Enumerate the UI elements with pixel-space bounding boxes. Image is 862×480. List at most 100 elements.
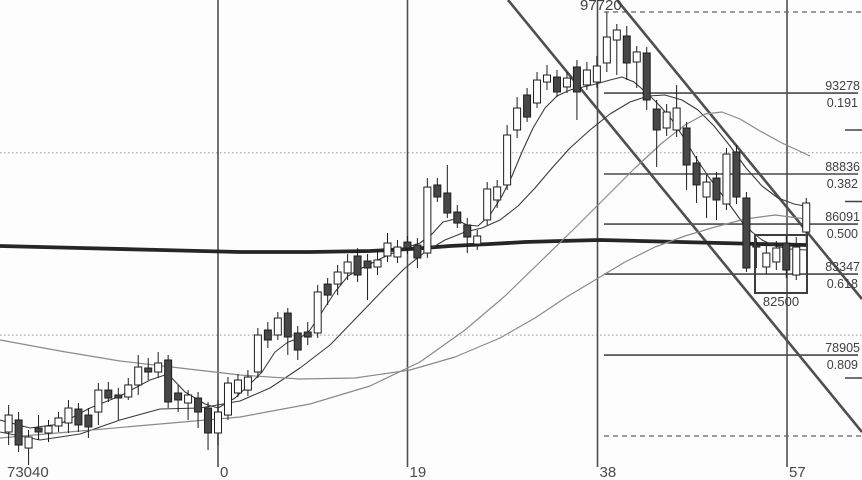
candle-bearish	[363, 260, 372, 269]
candle-bearish	[652, 108, 661, 131]
candle-bullish	[612, 29, 621, 41]
candle-bearish	[463, 224, 472, 238]
candle-bearish	[323, 283, 332, 296]
candle-bullish	[373, 259, 382, 268]
candle-bullish	[154, 362, 163, 373]
candle-bullish	[393, 246, 402, 258]
candle-bullish	[64, 407, 73, 424]
fib-ratio-label: 0.618	[827, 277, 858, 291]
candle-bullish	[562, 77, 571, 88]
range-rectangle	[754, 234, 808, 294]
candle-bullish	[343, 261, 352, 274]
candle-bullish	[802, 202, 811, 233]
candle-bullish	[214, 411, 222, 434]
candle-bearish	[732, 151, 741, 198]
candle-bullish	[124, 384, 133, 398]
candle-bullish	[233, 379, 242, 394]
candle-bullish	[762, 252, 771, 268]
candle-bullish	[702, 181, 711, 198]
candle-bearish	[303, 331, 312, 338]
candle-bearish	[782, 242, 791, 271]
consolidation-range-box[interactable]	[754, 234, 808, 294]
candle-bullish	[672, 107, 681, 131]
candle-bullish	[602, 36, 611, 64]
candle-bullish	[313, 291, 322, 334]
ma-long-thick	[0, 238, 807, 254]
candle-bullish	[54, 417, 63, 427]
candle-bullish	[493, 186, 502, 201]
candle-bearish	[114, 394, 123, 399]
x-axis-label: 0	[220, 464, 228, 480]
candle-bullish	[44, 425, 53, 434]
candle-bearish	[34, 427, 43, 433]
x-axis-left-label: 73040	[7, 464, 49, 480]
candle-bearish	[682, 127, 691, 166]
candle-bullish	[184, 394, 193, 404]
candle-bearish	[523, 94, 532, 118]
candle-bullish	[722, 153, 731, 205]
candle-bearish	[453, 211, 462, 224]
candle-bullish	[333, 271, 342, 285]
candle-bearish	[433, 184, 442, 198]
candle-bullish	[223, 382, 232, 416]
fib-price-label: 78905	[825, 341, 860, 355]
candle-bullish	[273, 317, 282, 336]
fib-ratio-label: 0.809	[827, 358, 858, 372]
ma-slower	[0, 111, 811, 439]
candle-bearish	[84, 414, 93, 428]
candle-bearish	[752, 244, 761, 248]
channel-trendlines[interactable]	[506, 0, 862, 433]
candle-bearish	[353, 255, 362, 276]
candle-bullish	[253, 334, 262, 373]
candle-bullish	[423, 186, 432, 254]
candle-bullish	[473, 235, 482, 245]
candle-bullish	[772, 247, 781, 263]
candle-bearish	[164, 359, 173, 403]
candle-bearish	[692, 162, 701, 186]
vertical-gridlines	[217, 0, 788, 467]
candles	[4, 12, 811, 465]
candle-bullish	[513, 107, 522, 131]
fib-price-label: 88836	[825, 160, 860, 174]
candle-bearish	[204, 407, 213, 434]
candle-bearish	[74, 408, 83, 426]
x-axis-label: 57	[789, 464, 806, 480]
fib-price-label: 86091	[825, 210, 860, 224]
channel-lower	[506, 0, 862, 433]
range-box-price-label: 82500	[763, 294, 799, 309]
fibonacci-retracement[interactable]	[604, 11, 862, 437]
candle-bullish	[582, 69, 591, 86]
fib-ratio-label: 0.191	[827, 96, 858, 110]
candle-bullish	[24, 436, 33, 449]
candle-bearish	[403, 241, 412, 249]
fib-ratio-label: 0.382	[827, 177, 858, 191]
candle-bearish	[174, 392, 183, 401]
fib-price-label: 93278	[825, 79, 860, 93]
candle-bearish	[712, 177, 721, 201]
candle-bullish	[4, 414, 13, 433]
fib-price-label: 83347	[825, 260, 860, 274]
candle-bearish	[263, 329, 272, 341]
fib-ratio-label: 0.500	[827, 227, 858, 241]
axis-and-level-labels: 97720 82500 0 19 38 57 73040 93278 0.191 88836 0…	[7, 0, 860, 480]
candle-bullish	[792, 246, 801, 276]
candle-bullish	[94, 389, 103, 413]
candle-bullish	[662, 111, 671, 129]
ma-medium	[0, 94, 811, 441]
candle-bearish	[293, 332, 302, 351]
candle-bearish	[572, 66, 581, 93]
candle-bullish	[503, 134, 512, 186]
candle-bearish	[283, 312, 292, 338]
candle-bearish	[443, 192, 452, 214]
swing-high-price-label: 97720	[580, 0, 622, 14]
candle-bearish	[144, 367, 153, 373]
candle-bearish	[413, 244, 422, 259]
x-axis-label: 19	[410, 464, 427, 480]
candle-bearish	[104, 389, 113, 399]
candle-bullish	[483, 188, 492, 221]
candle-bullish	[632, 51, 641, 63]
right-edge-ticks	[845, 129, 862, 379]
candle-bearish	[194, 397, 203, 413]
